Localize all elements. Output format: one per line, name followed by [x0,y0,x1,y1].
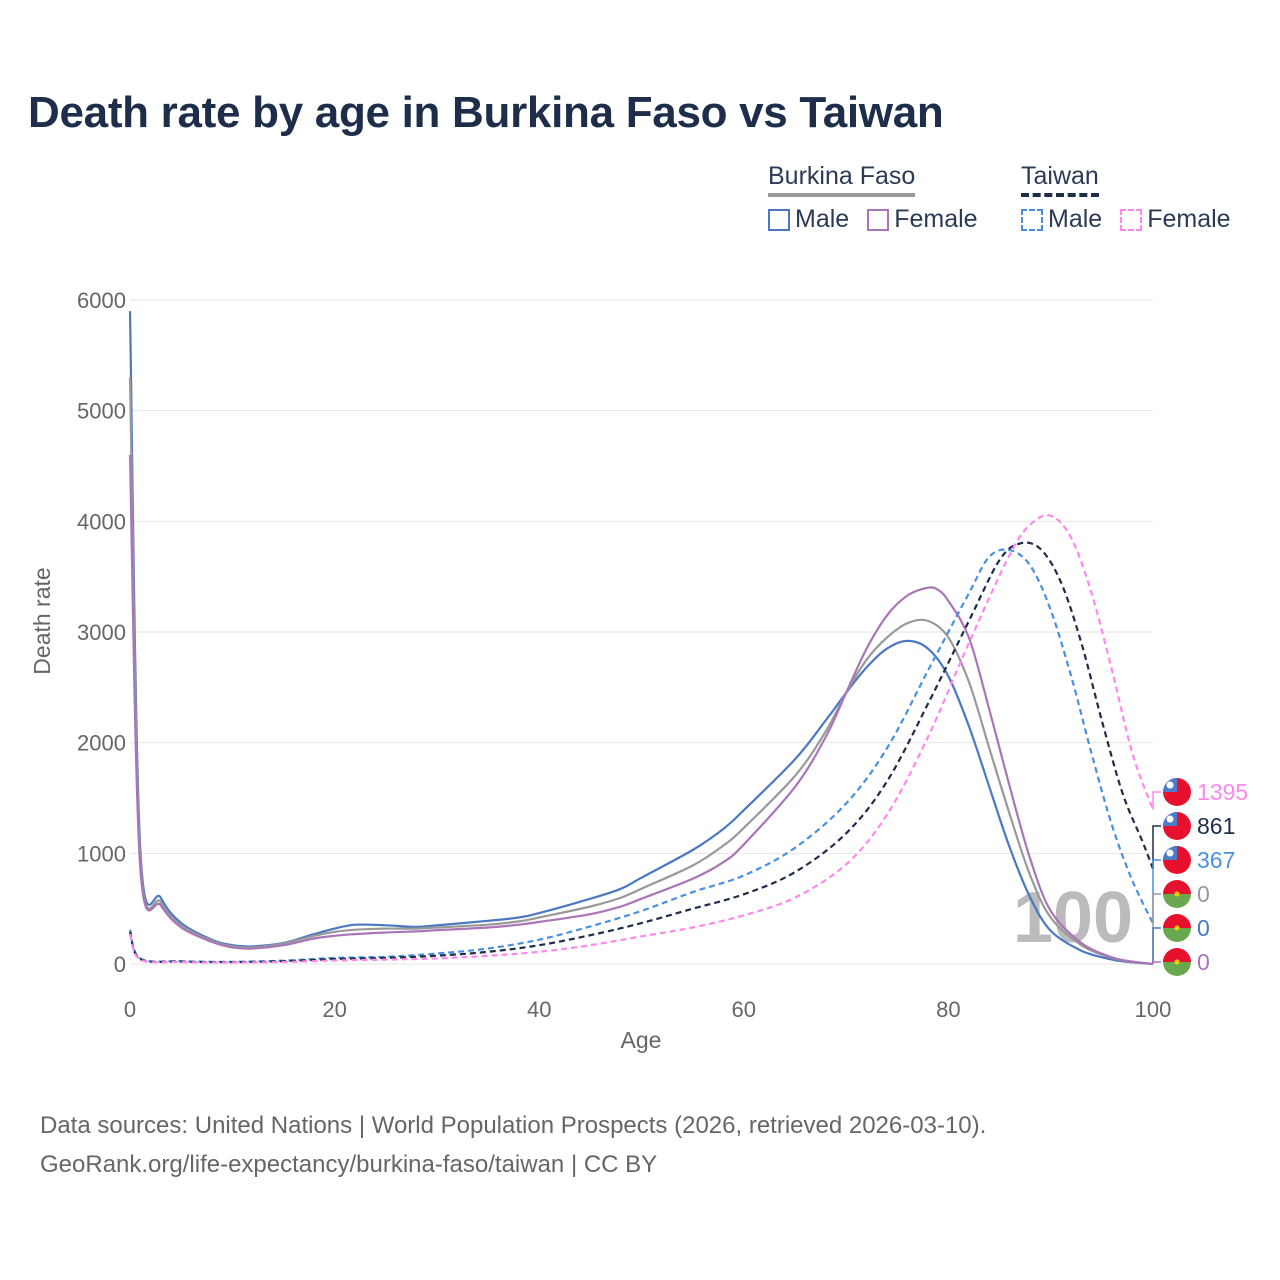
x-axis-ticks: 0 20 40 60 80 100 [124,997,1171,1022]
legend-item-taiwan-male[interactable]: Male [1021,205,1102,234]
legend-group-burkina-faso: Burkina Faso Male Female [768,162,978,234]
x-tick-label: 80 [936,997,960,1022]
legend-swatch [768,208,790,231]
end-label-connector [1152,859,1161,924]
y-tick-label: 1000 [77,841,126,866]
y-tick-label: 0 [114,952,126,977]
x-tick-label: 60 [732,997,756,1022]
legend-item-burkina-faso-female[interactable]: Female [867,205,978,234]
year-watermark: 100 [1013,878,1133,958]
legend-item-burkina-faso-male[interactable]: Male [768,205,849,234]
burkina-faso-flag-icon [1163,914,1191,942]
end-label-value: 0 [1197,881,1210,907]
legend-group-title: Burkina Faso [768,162,916,197]
end-label-connector [1152,961,1161,964]
burkina-faso-flag-icon [1163,880,1191,908]
x-tick-label: 40 [527,997,551,1022]
end-label-value: 0 [1197,915,1210,941]
end-label-value: 1395 [1197,779,1248,805]
taiwan-flag-icon [1163,812,1191,840]
y-tick-label: 6000 [77,288,126,313]
end-label-connector [1152,825,1161,869]
source-link[interactable]: GeoRank.org/life-expectancy/burkina-faso… [40,1151,658,1178]
series-line-burkina-faso-female [128,454,1154,966]
legend-label: Male [795,205,850,233]
burkina-faso-flag-icon [1163,948,1191,976]
end-label-connector [1152,927,1161,964]
end-label-value: 861 [1197,813,1235,839]
legend-group-title: Taiwan [1021,162,1099,197]
legend-label: Female [1147,205,1231,233]
grid-lines [130,299,1153,965]
legend-label: Female [894,205,978,233]
legend-swatch [1120,208,1143,231]
x-axis-title: Age [621,1027,662,1053]
taiwan-flag-icon [1163,846,1191,874]
end-labels: 1395 861 367 0 0 0 [1152,778,1248,976]
footer: Data sources: United Nations | World Pop… [40,1106,986,1184]
legend-item-taiwan-female[interactable]: Female [1120,205,1231,234]
x-tick-label: 0 [124,997,136,1022]
taiwan-flag-icon [1163,778,1191,806]
end-label-value: 367 [1197,847,1235,873]
legend-label: Male [1048,205,1103,233]
legend-swatch [867,208,890,231]
legend-group-taiwan: Taiwan Male Female [1021,162,1231,234]
legend-swatch [1021,208,1043,231]
y-tick-label: 3000 [77,620,126,645]
y-tick-label: 4000 [77,509,126,534]
series-line-taiwan-female [128,514,1155,964]
x-tick-label: 20 [322,997,346,1022]
chart-title: Death rate by age in Burkina Faso vs Tai… [28,88,944,137]
series-line-burkina-faso-male [128,311,1154,966]
y-tick-label: 2000 [77,731,126,756]
y-tick-label: 5000 [77,399,126,424]
x-tick-label: 100 [1135,997,1172,1022]
end-label-connector [1152,791,1161,810]
end-label-connector [1152,893,1161,964]
y-axis-title: Death rate [29,567,55,674]
series-line-taiwan-male [128,548,1154,963]
y-axis-ticks: 0 1000 2000 3000 4000 5000 6000 [77,288,126,977]
series-lines [128,311,1155,966]
data-sources: Data sources: United Nations | World Pop… [40,1112,987,1139]
series-line-burkina-faso-both [128,377,1154,966]
end-label-value: 0 [1197,949,1210,975]
